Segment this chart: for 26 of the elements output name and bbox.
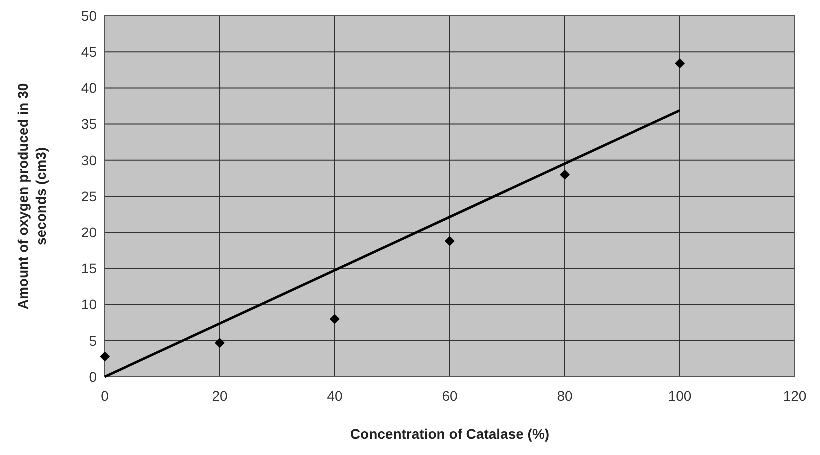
y-tick-label: 25 [81, 188, 98, 204]
point [330, 314, 340, 324]
point [445, 236, 455, 246]
y-tick-label: 10 [81, 296, 98, 313]
y-tick-label: 30 [81, 152, 98, 168]
y-tick-label: 40 [81, 80, 98, 96]
y-tick-label: 0 [89, 368, 98, 385]
y-tick-label: 15 [81, 260, 98, 277]
y-tick-label: 5 [89, 332, 98, 349]
x-tick-label: 0 [101, 388, 110, 404]
point [215, 338, 225, 348]
x-tick-label: 80 [557, 388, 573, 404]
y-axis-title: Amount of oxygen produced in 30 seconds (cm3) [15, 83, 49, 310]
x-tick-label: 120 [783, 388, 807, 404]
y-tick-label: 35 [81, 116, 98, 132]
y-tick-label: 20 [81, 224, 98, 240]
y-tick-label: 45 [81, 44, 98, 60]
x-tick-label: 60 [442, 388, 458, 404]
x-tick-label: 20 [212, 388, 228, 404]
y-tick-label: 50 [81, 8, 98, 24]
point [560, 170, 570, 180]
point [100, 352, 110, 362]
x-axis-title: Concentration of Catalase (%) [350, 426, 550, 442]
point [675, 58, 685, 69]
x-tick-label: 40 [327, 388, 343, 404]
x-tick-label: 100 [668, 388, 692, 404]
